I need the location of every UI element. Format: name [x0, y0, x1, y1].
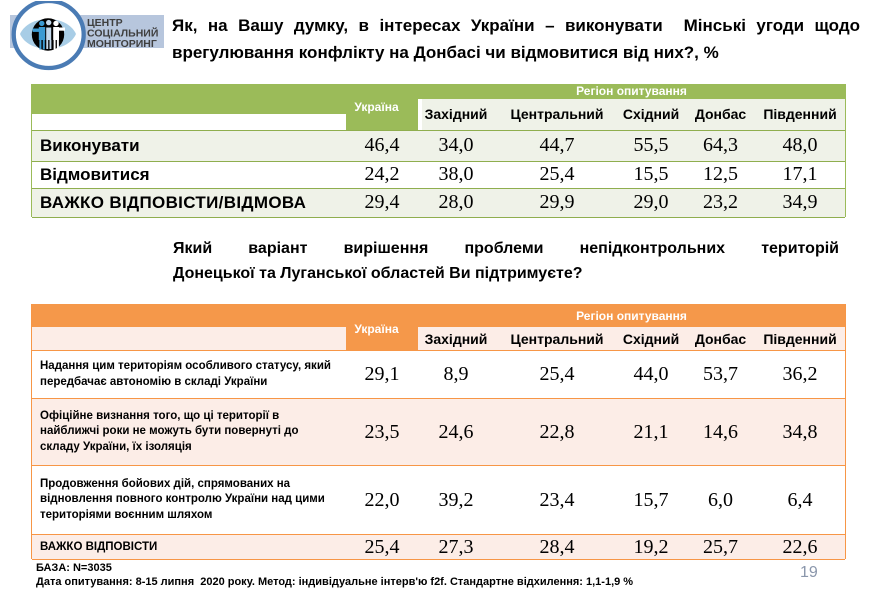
svg-text:МОНІТОРИНГ: МОНІТОРИНГ: [87, 38, 157, 50]
svg-text:СОЦІАЛЬНИЙ: СОЦІАЛЬНИЙ: [87, 27, 158, 40]
svg-text:ЦЕНТР: ЦЕНТР: [87, 17, 123, 29]
